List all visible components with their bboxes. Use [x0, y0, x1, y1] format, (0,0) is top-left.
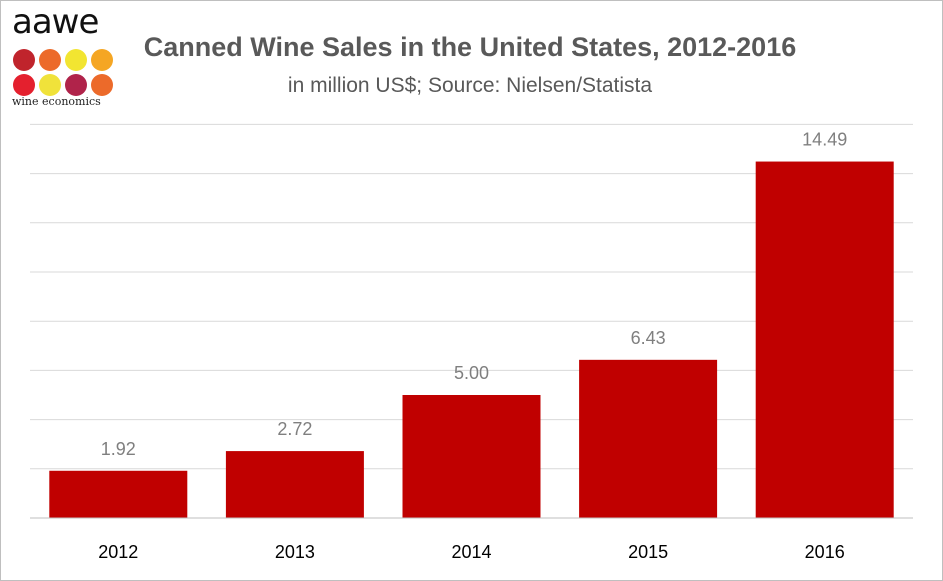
- data-labels: 1.92 2.72 5.00 6.43 14.49: [101, 130, 847, 459]
- logo-dot: [91, 49, 113, 71]
- chart-subtitle: in million US$; Source: Nielsen/Statista: [287, 74, 653, 97]
- chart-title: Canned Wine Sales in the United States, …: [143, 32, 797, 62]
- bars: [49, 161, 894, 518]
- logo-dots-icon: [13, 49, 113, 96]
- data-label-2015: 6.43: [631, 328, 666, 348]
- logo-dot: [39, 74, 61, 96]
- bar-2016: [755, 161, 894, 518]
- logo-dot: [39, 49, 61, 71]
- x-tick-label-2016: 2016: [805, 542, 845, 562]
- bar-2013: [225, 451, 364, 518]
- logo-dot: [91, 74, 113, 96]
- data-label-2014: 5.00: [454, 363, 489, 383]
- logo-dot: [13, 74, 35, 96]
- data-label-2016: 14.49: [802, 130, 847, 150]
- x-tick-label-2013: 2013: [275, 542, 315, 562]
- data-label-2013: 2.72: [277, 419, 312, 439]
- x-axis: 2012 2013 2014 2015 2016: [30, 517, 913, 562]
- x-tick-label-2015: 2015: [628, 542, 668, 562]
- logo-tagline: wine economics: [12, 95, 101, 108]
- data-label-2012: 1.92: [101, 439, 136, 459]
- logo-dot: [13, 49, 35, 71]
- x-tick-label-2012: 2012: [98, 542, 138, 562]
- bar-2014: [402, 395, 541, 518]
- logo-wordmark: aawe: [12, 2, 99, 42]
- bar-2015: [579, 359, 718, 518]
- logo-dot: [65, 49, 87, 71]
- aawe-logo: aawe wine economics: [8, 2, 118, 118]
- logo-dot: [65, 74, 87, 96]
- bar-2012: [49, 470, 188, 518]
- x-tick-label-2014: 2014: [451, 542, 491, 562]
